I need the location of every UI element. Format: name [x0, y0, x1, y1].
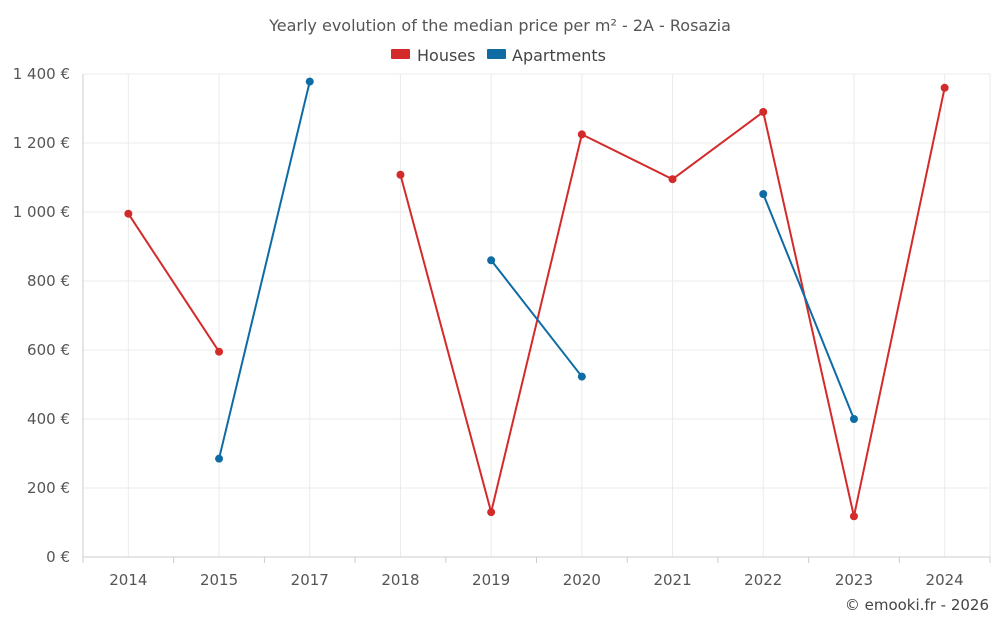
x-tick-label: 2019	[472, 571, 510, 589]
data-point-houses[interactable]	[940, 83, 949, 92]
y-tick-label: 400 €	[27, 410, 70, 428]
x-tick-label: 2014	[109, 571, 147, 589]
y-tick-label: 1 200 €	[13, 134, 70, 152]
legend-swatch-apartments	[487, 49, 506, 59]
legend-item-houses[interactable]: Houses	[391, 46, 475, 65]
y-tick-label: 0 €	[46, 548, 70, 566]
y-tick-label: 200 €	[27, 479, 70, 497]
data-point-apartments[interactable]	[577, 372, 586, 381]
series-line-houses	[127, 213, 220, 353]
legend-item-apartments[interactable]: Apartments	[487, 46, 606, 65]
grid-layer	[83, 73, 991, 557]
data-point-houses[interactable]	[577, 130, 586, 139]
data-point-apartments[interactable]	[305, 77, 314, 86]
legend-swatch-houses	[391, 49, 410, 59]
x-tick-label: 2022	[744, 571, 782, 589]
axis-layer: 0 € 200 € 400 € 600 € 800 € 1 000 € 1 200 € 1 4…	[13, 65, 991, 589]
data-point-houses[interactable]	[759, 107, 768, 116]
data-point-apartments[interactable]	[487, 256, 496, 265]
series-line-apartments	[490, 259, 583, 378]
data-point-houses[interactable]	[124, 209, 133, 218]
y-tick-label: 1 400 €	[13, 65, 70, 83]
credit-text: © emooki.fr - 2026	[845, 596, 989, 614]
y-tick-label: 800 €	[27, 272, 70, 290]
data-point-houses[interactable]	[215, 347, 224, 356]
data-point-houses[interactable]	[668, 175, 677, 184]
data-point-houses[interactable]	[396, 170, 405, 179]
legend[interactable]: Houses Apartments	[391, 46, 606, 65]
data-point-apartments[interactable]	[759, 190, 768, 199]
x-tick-label: 2023	[835, 571, 873, 589]
data-point-houses[interactable]	[487, 508, 496, 517]
legend-label-apartments: Apartments	[512, 46, 606, 65]
data-point-houses[interactable]	[849, 512, 858, 521]
series-line-apartments	[218, 81, 311, 459]
x-tick-label: 2018	[381, 571, 419, 589]
legend-label-houses: Houses	[417, 46, 475, 65]
x-tick-label: 2017	[291, 571, 329, 589]
data-point-apartments[interactable]	[215, 454, 224, 463]
y-tick-label: 1 000 €	[13, 203, 70, 221]
y-tick-label: 600 €	[27, 341, 70, 359]
x-tick-label: 2015	[200, 571, 238, 589]
chart-title: Yearly evolution of the median price per…	[268, 16, 731, 35]
x-tick-label: 2021	[653, 571, 691, 589]
x-tick-label: 2024	[926, 571, 964, 589]
data-point-apartments[interactable]	[849, 415, 858, 423]
series-line-apartments	[762, 193, 855, 420]
x-tick-label: 2020	[563, 571, 601, 589]
series-layer	[124, 77, 949, 521]
